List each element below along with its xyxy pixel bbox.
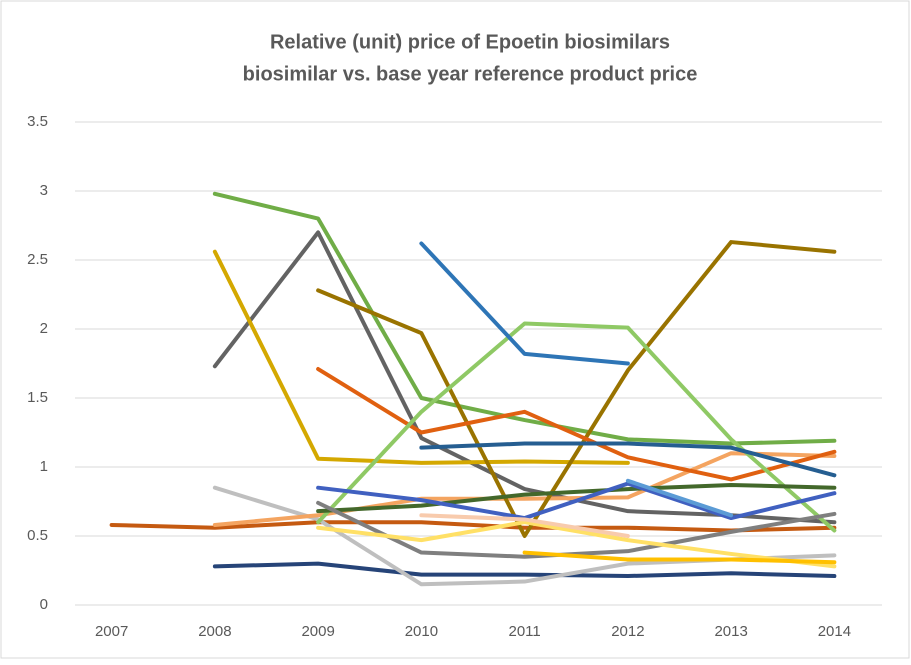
x-tick-label: 2014 [818,623,851,640]
series-line [625,478,734,518]
series-line [212,561,837,579]
x-tick-label: 2012 [611,623,644,640]
y-tick-label: 1 [40,458,48,475]
series-line [316,482,837,514]
x-tick-label: 2008 [198,623,231,640]
chart-subtitle: biosimilar vs. base year reference produ… [243,63,698,85]
y-tick-label: 3.5 [27,113,48,130]
series-line [419,441,837,478]
series-line [522,550,837,565]
x-tick-label: 2007 [95,623,128,640]
y-tick-label: 2.5 [27,251,48,268]
series-line [316,500,837,559]
series-line [316,481,837,521]
x-tick-label: 2013 [714,623,747,640]
series-line [419,241,630,366]
series-line [316,240,837,538]
y-tick-label: 1.5 [27,389,48,406]
y-tick-label: 2 [40,320,48,337]
x-tick-label: 2010 [405,623,438,640]
series-line [212,191,837,446]
series-line [316,321,837,533]
y-tick-label: 3 [40,182,48,199]
series-line [212,451,837,527]
x-tick-label: 2011 [508,623,540,640]
series-line [109,520,837,533]
x-tick-label: 2009 [301,623,334,640]
y-tick-label: 0 [40,596,48,613]
series-line [316,367,837,482]
series-line [419,513,630,538]
series-line [212,249,630,465]
series-line [316,520,837,569]
chart-title: Relative (unit) price of Epoetin biosimi… [270,31,670,53]
y-tick-label: 0.5 [27,527,48,544]
